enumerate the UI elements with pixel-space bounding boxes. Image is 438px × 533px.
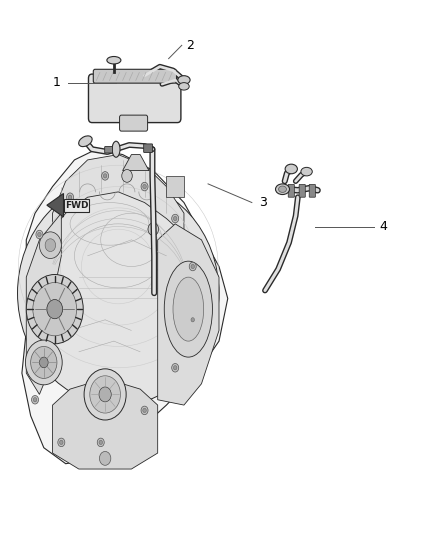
Circle shape [36, 230, 43, 239]
Ellipse shape [276, 184, 290, 195]
Polygon shape [26, 213, 61, 394]
Ellipse shape [285, 164, 297, 174]
FancyBboxPatch shape [144, 144, 152, 152]
Circle shape [99, 440, 102, 445]
Circle shape [189, 262, 196, 271]
Ellipse shape [164, 261, 212, 357]
Circle shape [39, 357, 48, 368]
Circle shape [32, 395, 39, 404]
Ellipse shape [18, 181, 219, 405]
Polygon shape [22, 149, 228, 464]
Circle shape [143, 408, 146, 413]
Circle shape [33, 398, 37, 402]
Circle shape [67, 193, 74, 201]
FancyBboxPatch shape [105, 147, 113, 153]
Polygon shape [166, 176, 184, 197]
Circle shape [31, 346, 57, 378]
Polygon shape [47, 193, 64, 217]
Circle shape [90, 376, 120, 413]
Text: FWD: FWD [65, 201, 88, 209]
Text: 3: 3 [259, 196, 267, 209]
Circle shape [60, 440, 63, 445]
Text: 2: 2 [187, 39, 194, 52]
Circle shape [39, 232, 61, 259]
Polygon shape [158, 224, 219, 405]
Circle shape [172, 214, 179, 223]
Circle shape [58, 438, 65, 447]
FancyBboxPatch shape [93, 69, 177, 83]
Circle shape [143, 184, 146, 189]
Circle shape [189, 316, 196, 324]
Circle shape [38, 232, 41, 237]
Circle shape [141, 406, 148, 415]
Circle shape [84, 369, 126, 420]
FancyBboxPatch shape [309, 184, 315, 197]
Circle shape [191, 318, 194, 322]
Circle shape [103, 174, 107, 178]
Ellipse shape [173, 277, 204, 341]
Ellipse shape [112, 141, 120, 157]
Circle shape [102, 172, 109, 180]
Ellipse shape [178, 76, 190, 84]
Text: 1: 1 [53, 76, 61, 89]
Circle shape [45, 239, 56, 252]
Circle shape [173, 366, 177, 370]
Ellipse shape [279, 186, 286, 192]
Circle shape [47, 300, 63, 319]
FancyBboxPatch shape [88, 74, 181, 123]
Circle shape [173, 216, 177, 221]
Polygon shape [64, 199, 89, 212]
Circle shape [172, 364, 179, 372]
Circle shape [148, 223, 159, 236]
Polygon shape [53, 155, 184, 235]
Circle shape [26, 274, 83, 344]
Circle shape [122, 169, 132, 182]
Circle shape [33, 282, 77, 336]
Polygon shape [123, 155, 149, 171]
Ellipse shape [301, 167, 312, 176]
Circle shape [99, 451, 111, 465]
Circle shape [141, 182, 148, 191]
Circle shape [191, 264, 194, 269]
Ellipse shape [79, 136, 92, 147]
FancyBboxPatch shape [120, 115, 148, 131]
Ellipse shape [107, 56, 121, 64]
Circle shape [68, 195, 72, 199]
FancyBboxPatch shape [299, 184, 305, 197]
Circle shape [25, 340, 62, 385]
Ellipse shape [179, 83, 189, 90]
Circle shape [99, 387, 111, 402]
Text: 4: 4 [379, 220, 387, 233]
Polygon shape [53, 378, 158, 469]
Circle shape [97, 438, 104, 447]
FancyBboxPatch shape [288, 184, 294, 197]
